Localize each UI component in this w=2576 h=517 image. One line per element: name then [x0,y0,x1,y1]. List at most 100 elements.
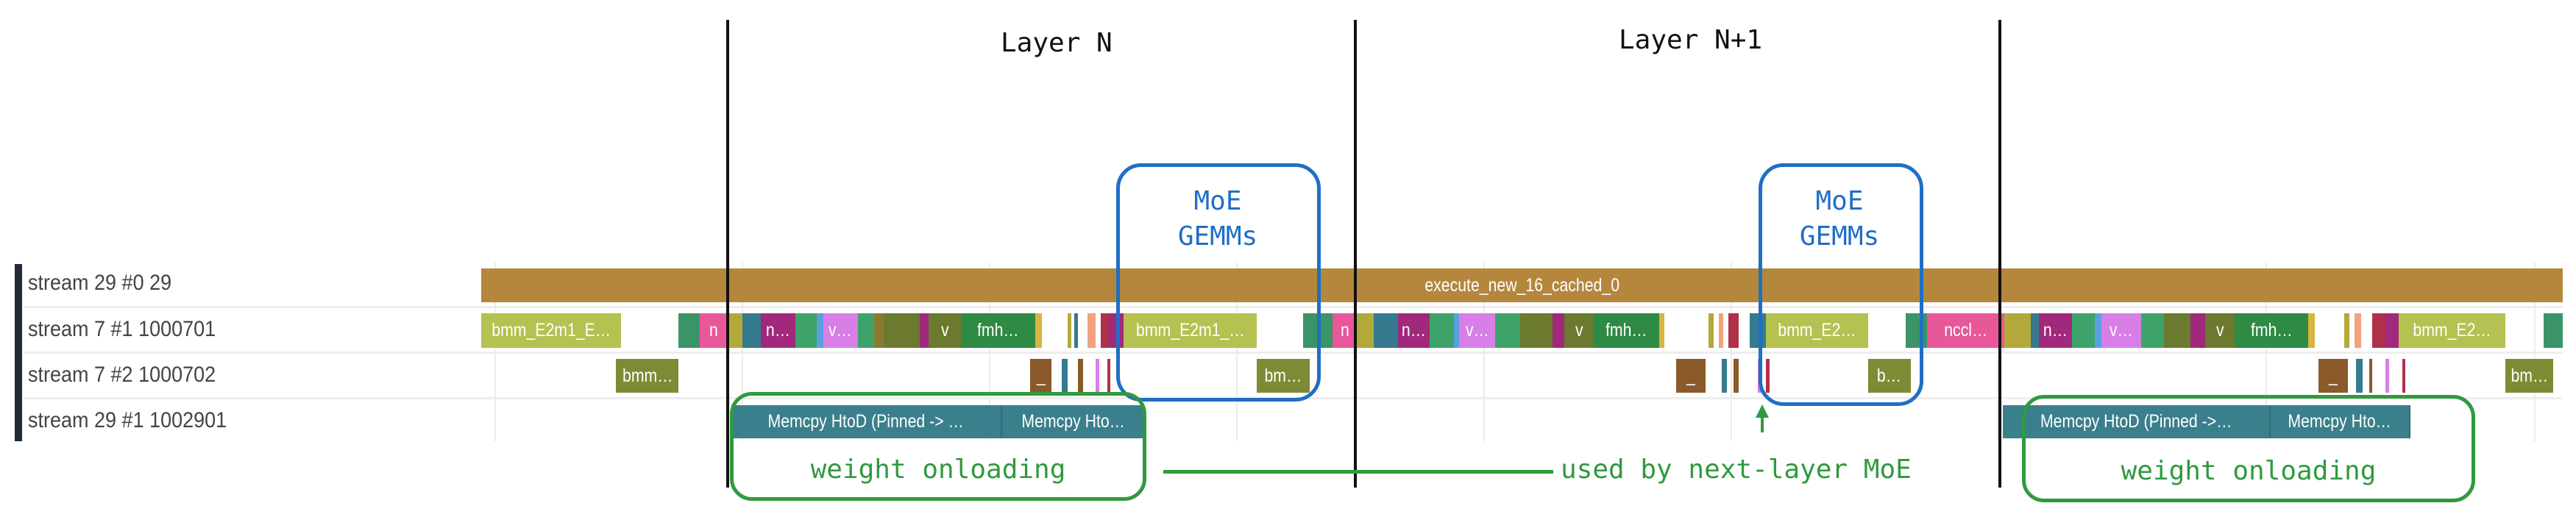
kernel-event[interactable] [1718,313,1724,348]
event-label: bmm_E2… [2413,320,2491,340]
kernel-event[interactable] [816,313,823,348]
kernel-event[interactable] [873,313,884,348]
kernel-event[interactable] [678,313,700,348]
kernel-event[interactable] [1553,313,1564,348]
kernel-event[interactable] [2354,313,2361,348]
kernel-event[interactable] [1728,313,1739,348]
kernel-event[interactable]: n [1332,313,1358,348]
kernel-event[interactable] [2163,313,2190,348]
event-label: v… [2109,320,2133,340]
kernel-event[interactable]: bmm_E2… [2399,313,2506,348]
kernel-event[interactable]: v… [823,313,858,348]
kernel-event[interactable]: bm… [1257,359,1310,393]
kernel-event[interactable]: v [928,313,962,348]
kernel-event[interactable] [2071,313,2096,348]
kernel-event[interactable]: v [1564,313,1594,348]
kernel-event[interactable]: v… [2101,313,2141,348]
kernel-event[interactable] [1068,313,1071,348]
kernel-event[interactable] [2369,359,2373,393]
kernel-event[interactable] [1733,359,1739,393]
kernel-event[interactable] [1429,313,1455,348]
kernel-event[interactable] [1035,313,1042,348]
kernel-event[interactable]: nccl… [1927,313,2005,348]
kernel-event[interactable] [2004,313,2031,348]
kernel-event[interactable] [728,313,743,348]
kernel-event[interactable] [1101,313,1110,348]
kernel-event[interactable]: _ [1030,359,1052,393]
kernel-event[interactable] [857,313,874,348]
kernel-event[interactable] [1087,313,1096,348]
kernel-event[interactable] [2385,359,2389,393]
kernel-event[interactable] [795,313,817,348]
event-label: n… [2043,320,2068,340]
grid-line [1731,263,1732,441]
event-label: v [940,320,949,340]
kernel-event[interactable] [1722,359,1727,393]
event-label: Memcpy Hto… [1021,411,1125,432]
kernel-event[interactable] [1659,313,1665,348]
kernel-event[interactable] [1357,313,1374,348]
kernel-event[interactable]: n [700,313,728,348]
kernel-event[interactable] [742,313,761,348]
memcpy-event[interactable]: Memcpy HtoD (Pinned -> … [731,405,1003,438]
event-label: bm… [2511,366,2549,386]
kernel-event[interactable] [1107,359,1111,393]
moe-gemms-highlight [1759,163,1923,406]
grid-line [2534,263,2536,441]
kernel-event[interactable] [884,313,920,348]
kernel-event[interactable]: n… [2039,313,2072,348]
grid-line [2265,263,2267,441]
kernel-event[interactable] [1519,313,1553,348]
kernel-event[interactable] [2140,313,2164,348]
memcpy-event[interactable]: Memcpy HtoD (Pinned ->… [2003,405,2271,438]
used-by-label: used by next-layer MoE [1561,454,1912,485]
kernel-event[interactable]: bm… [2505,359,2554,393]
kernel-event[interactable]: _ [1675,359,1706,393]
kernel-event[interactable]: fmh… [1594,313,1660,348]
kernel-event[interactable] [1061,359,1068,393]
kernel-event[interactable] [1373,313,1399,348]
kernel-event[interactable] [2356,359,2363,393]
kernel-event[interactable]: v [2204,313,2235,348]
kernel-event[interactable] [1709,313,1714,348]
kernel-event[interactable]: bmm_E2m1_E… [481,313,622,348]
kernel-event[interactable] [2402,359,2406,393]
kernel-event[interactable] [920,313,929,348]
row-divider [24,352,2563,354]
kernel-event[interactable]: n… [760,313,795,348]
row-label: stream 29 #1 1002901 [28,408,227,432]
kernel-event[interactable] [2030,313,2040,348]
event-label: Memcpy HtoD (Pinned -> … [767,411,965,432]
grid-line [1483,263,1485,441]
event-label: bmm_E2… [1778,320,1856,340]
kernel-event[interactable]: fmh… [961,313,1035,348]
kernel-event[interactable]: bmm… [616,359,679,393]
event-label: v [2215,320,2224,340]
kernel-event[interactable] [2344,313,2350,348]
kernel-event[interactable]: bmm_E2… [1766,313,1868,348]
kernel-event[interactable] [1495,313,1520,348]
kernel-event[interactable] [1454,313,1459,348]
kernel-event[interactable]: _ [2318,359,2348,393]
kernel-event[interactable]: v… [1458,313,1496,348]
kernel-event[interactable]: bmm_E2m1_… [1124,313,1257,348]
kernel-event[interactable] [2190,313,2205,348]
event-label: nccl… [1944,320,1988,340]
kernel-event[interactable] [1077,359,1083,393]
kernel-event[interactable] [2308,313,2316,348]
kernel-event[interactable] [1074,313,1078,348]
kernel-event[interactable] [2372,313,2386,348]
memcpy-event[interactable]: Memcpy Hto… [1002,405,1146,438]
event-label: _ [2328,366,2338,386]
kernel-event[interactable] [1766,359,1770,393]
kernel-event[interactable]: fmh… [2234,313,2309,348]
kernel-event[interactable] [2385,313,2399,348]
kernel-event[interactable] [1096,359,1099,393]
kernel-event[interactable] [2543,313,2563,348]
kernel-event[interactable]: execute_new_16_cached_0 [481,268,2563,302]
kernel-event[interactable] [1906,313,1928,348]
row-label: stream 7 #1 1000701 [28,317,216,341]
memcpy-event[interactable]: Memcpy Hto… [2271,405,2410,438]
kernel-event[interactable] [2095,313,2101,348]
kernel-event[interactable]: n… [1398,313,1430,348]
